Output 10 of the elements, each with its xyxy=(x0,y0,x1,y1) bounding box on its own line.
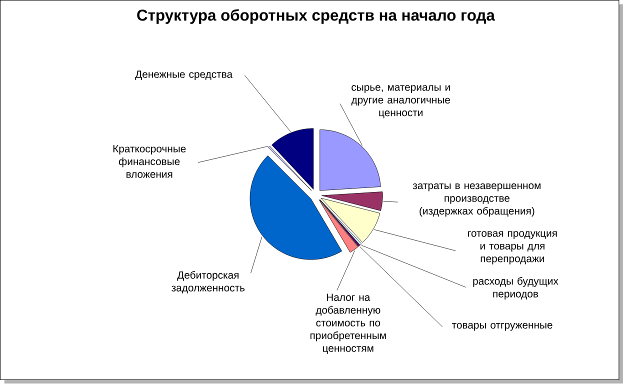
slice-label: Налог на добавленную стоимость по приобретенным ценностям xyxy=(310,294,386,354)
slice-label: Денежные средства xyxy=(135,70,233,80)
slice-label: готовая продукция и товары для перепродажи xyxy=(468,231,557,265)
slice-label: Дебиторская задолженность xyxy=(172,271,245,294)
legend-label: затраты в незавершенном производстве (издержках обращения) xyxy=(412,184,540,217)
slice-label: Краткосрочные финансовые вложения xyxy=(113,145,186,178)
chart-title: Структура оборотных средств на начало года xyxy=(137,9,496,24)
slice-label: расходы будущих периодов xyxy=(473,277,558,300)
slice-label: товары отгруженные xyxy=(452,323,552,331)
slice-label: сырье, материалы и другие аналогичные ценности xyxy=(351,85,450,118)
